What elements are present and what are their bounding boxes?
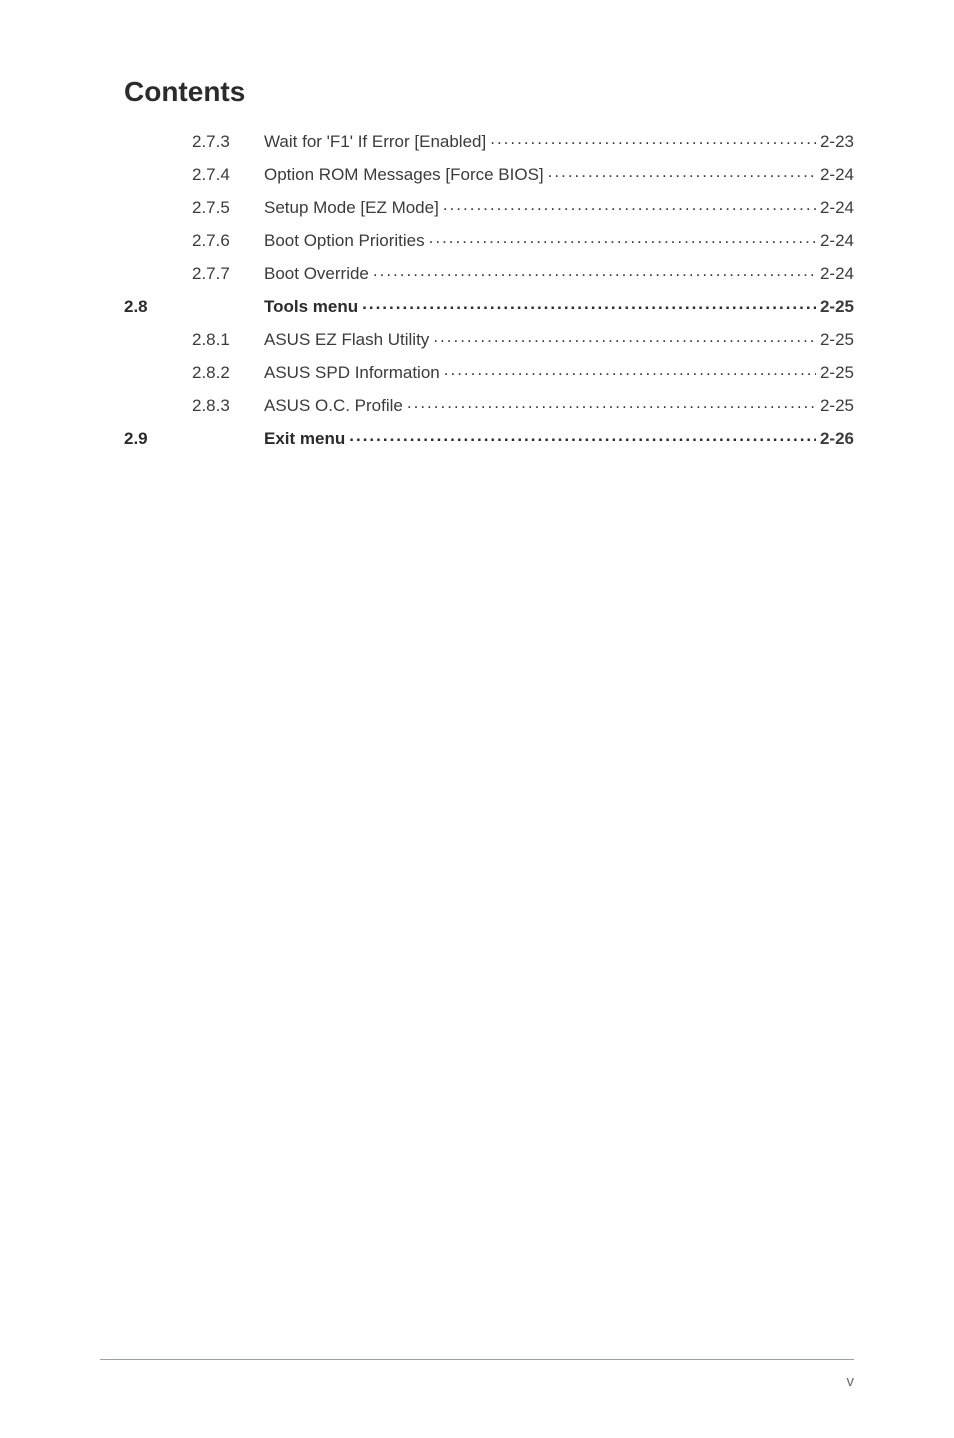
toc-subsection-number: 2.8.1 [192, 331, 264, 348]
toc-entry-label: Wait for 'F1' If Error [Enabled] [264, 133, 486, 150]
toc-entry-label: Boot Override [264, 265, 369, 282]
toc-row: 2.8.2ASUS SPD Information 2-25 [124, 361, 854, 381]
toc-subsection-number: 2.8.2 [192, 364, 264, 381]
toc-page-number: 2-24 [820, 166, 854, 183]
toc-page-number: 2-25 [820, 397, 854, 414]
toc-page-number: 2-24 [820, 199, 854, 216]
toc-row: 2.8 Tools menu 2-25 [124, 295, 854, 315]
toc-page-number: 2-24 [820, 265, 854, 282]
toc-entry-label: ASUS SPD Information [264, 364, 440, 381]
contents-heading: Contents [124, 76, 854, 108]
toc-leader-dots [443, 196, 816, 213]
toc-row: 2.7.4Option ROM Messages [Force BIOS] 2-2… [124, 163, 854, 183]
toc-section-number: 2.8 [124, 298, 192, 315]
toc-leader-dots [407, 394, 816, 411]
toc-entry-label: Option ROM Messages [Force BIOS] [264, 166, 544, 183]
toc-page-number: 2-23 [820, 133, 854, 150]
page-container: Contents 2.7.3Wait for 'F1' If Error [En… [0, 0, 954, 447]
toc-row: 2.8.1ASUS EZ Flash Utility 2-25 [124, 328, 854, 348]
toc-entry-label: Tools menu [264, 298, 358, 315]
toc-leader-dots [349, 427, 816, 444]
toc-entry-label: Setup Mode [EZ Mode] [264, 199, 439, 216]
toc-subsection-number: 2.7.3 [192, 133, 264, 150]
toc-row: 2.8.3ASUS O.C. Profile 2-25 [124, 394, 854, 414]
toc-subsection-number: 2.7.7 [192, 265, 264, 282]
toc-page-number: 2-26 [820, 430, 854, 447]
toc-subsection-number: 2.8.3 [192, 397, 264, 414]
footer-page-number: v [847, 1373, 855, 1390]
toc-page-number: 2-25 [820, 298, 854, 315]
toc-row: 2.7.6Boot Option Priorities 2-24 [124, 229, 854, 249]
toc-leader-dots [429, 229, 816, 246]
toc-leader-dots [362, 295, 816, 312]
toc-leader-dots [490, 130, 816, 147]
toc-leader-dots [548, 163, 816, 180]
toc-row: 2.7.3Wait for 'F1' If Error [Enabled] 2-2… [124, 130, 854, 150]
toc-page-number: 2-25 [820, 331, 854, 348]
toc-row: 2.7.5Setup Mode [EZ Mode] 2-24 [124, 196, 854, 216]
toc-subsection-number: 2.7.6 [192, 232, 264, 249]
toc-entry-label: Exit menu [264, 430, 345, 447]
footer-rule [100, 1359, 854, 1360]
toc-subsection-number: 2.7.4 [192, 166, 264, 183]
toc-row: 2.7.7Boot Override 2-24 [124, 262, 854, 282]
toc-leader-dots [444, 361, 816, 378]
toc-page-number: 2-24 [820, 232, 854, 249]
toc-entry-label: Boot Option Priorities [264, 232, 425, 249]
toc-subsection-number: 2.7.5 [192, 199, 264, 216]
toc-leader-dots [433, 328, 816, 345]
toc-leader-dots [373, 262, 816, 279]
toc-row: 2.9 Exit menu 2-26 [124, 427, 854, 447]
toc-entry-label: ASUS EZ Flash Utility [264, 331, 429, 348]
toc-page-number: 2-25 [820, 364, 854, 381]
toc-section-number: 2.9 [124, 430, 192, 447]
toc-entry-label: ASUS O.C. Profile [264, 397, 403, 414]
toc-list: 2.7.3Wait for 'F1' If Error [Enabled] 2-2… [124, 130, 854, 447]
